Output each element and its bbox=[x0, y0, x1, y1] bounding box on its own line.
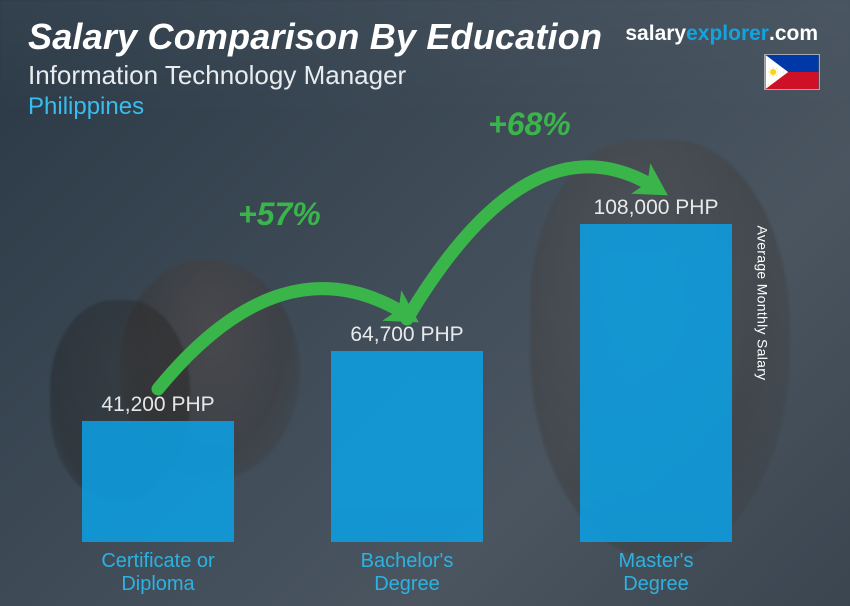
bar: 41,200 PHPCertificate orDiploma bbox=[82, 421, 234, 542]
increase-arrow-icon bbox=[377, 90, 686, 359]
bar-category-label: Certificate orDiploma bbox=[101, 550, 214, 596]
bar-category-label: Bachelor'sDegree bbox=[361, 550, 454, 596]
bar-chart: 41,200 PHPCertificate orDiploma64,700 PH… bbox=[0, 0, 850, 606]
bar-category-label: Master'sDegree bbox=[619, 550, 694, 596]
